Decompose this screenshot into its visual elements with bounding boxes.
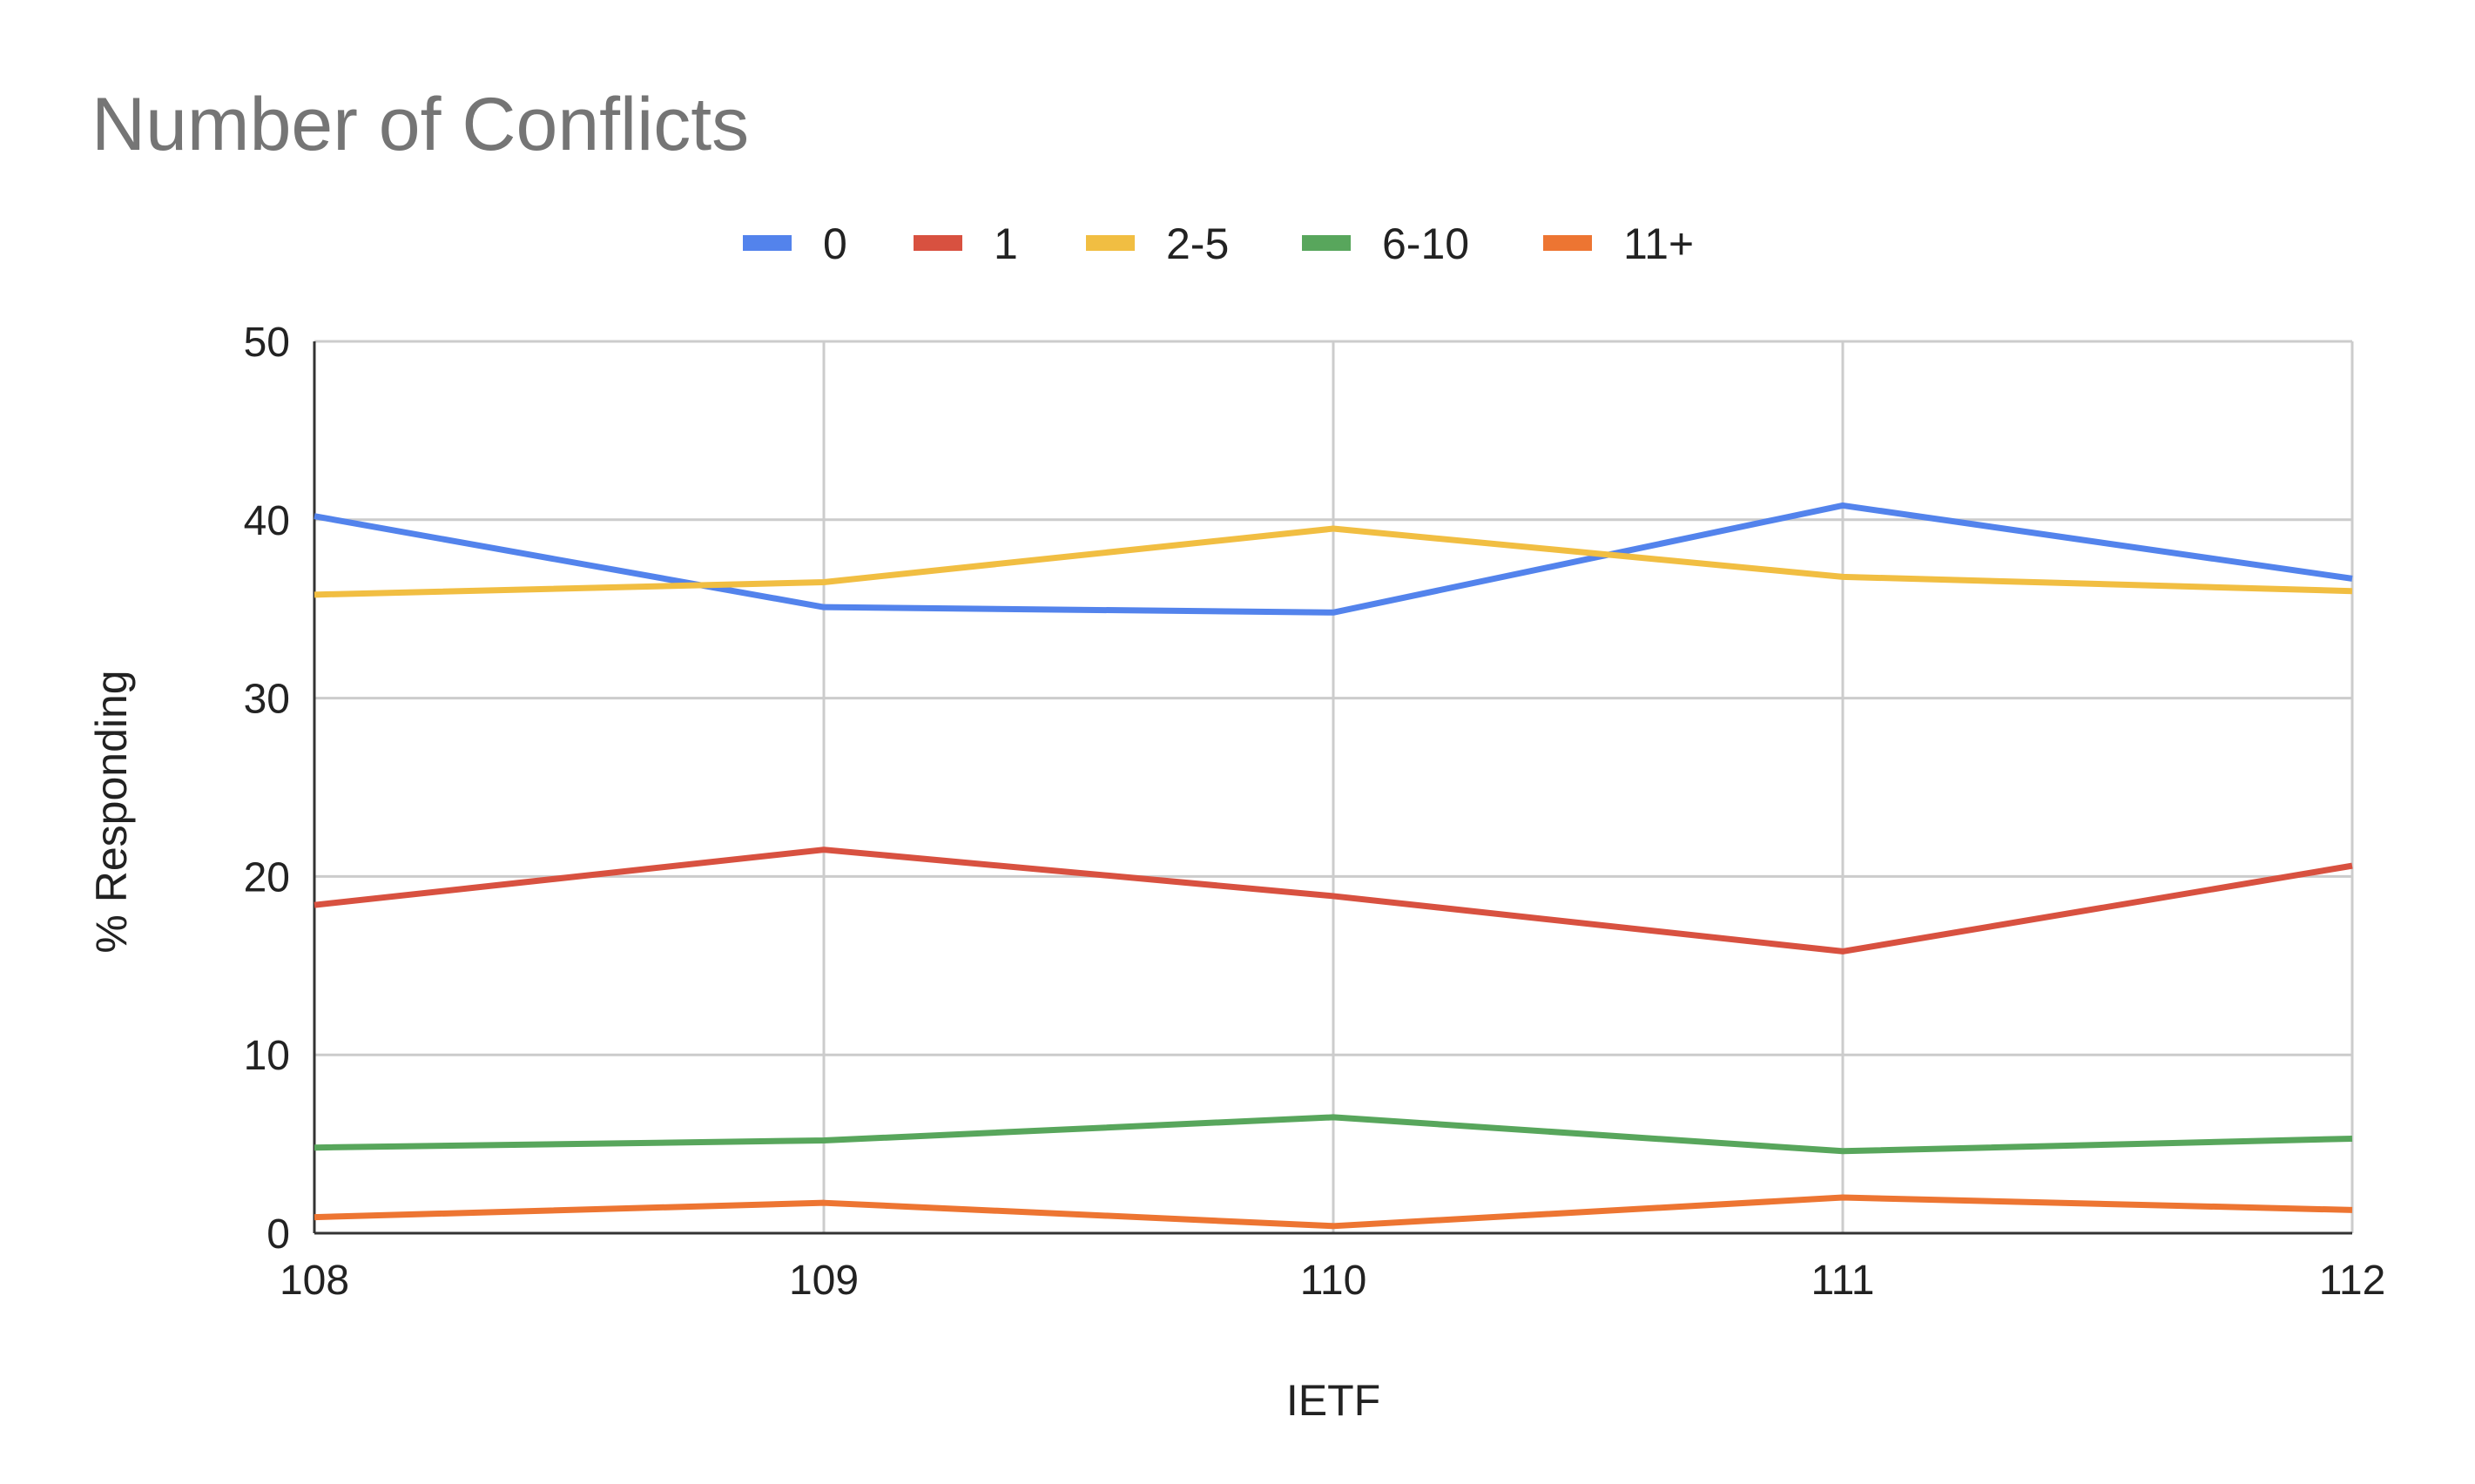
x-tick-label: 109 — [789, 1258, 859, 1304]
x-tick-label: 108 — [280, 1258, 349, 1304]
legend-label: 6-10 — [1382, 219, 1469, 268]
legend-swatch — [1543, 235, 1592, 251]
legend-label: 2-5 — [1166, 219, 1229, 268]
y-tick-label: 50 — [244, 320, 290, 366]
legend-swatch — [914, 235, 962, 251]
grid — [313, 340, 2354, 1235]
legend-swatch — [1086, 235, 1135, 251]
y-tick-label: 30 — [244, 677, 290, 723]
x-tick-label: 111 — [1811, 1258, 1875, 1304]
y-tick-label: 10 — [244, 1033, 290, 1079]
series-lines — [314, 502, 2353, 1230]
legend-label: 0 — [823, 219, 847, 268]
legend-swatch — [743, 235, 792, 251]
tick-labels: 0 10 20 30 40 50 108 109 110 111 112 — [244, 320, 2386, 1304]
y-tick-label: 0 — [266, 1211, 290, 1258]
y-axis-label: % Responding — [87, 670, 136, 953]
chart-title: Number of Conflicts — [91, 83, 749, 166]
legend-label: 11+ — [1623, 219, 1694, 268]
x-tick-label: 112 — [2319, 1258, 2386, 1304]
x-axis-label: IETF — [1286, 1376, 1380, 1425]
legend-swatch — [1302, 235, 1351, 251]
x-tick-label: 110 — [1300, 1258, 1367, 1304]
y-tick-label: 20 — [244, 854, 290, 901]
legend: 0 1 2-5 6-10 11+ — [743, 219, 1694, 268]
legend-label: 1 — [994, 219, 1018, 268]
y-tick-label: 40 — [244, 498, 290, 544]
